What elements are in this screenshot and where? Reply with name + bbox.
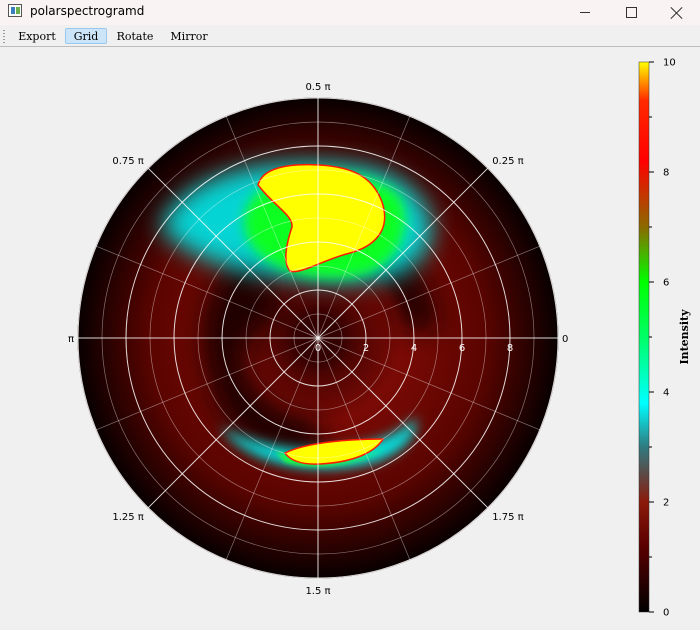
radial-tick-label: 2 <box>363 343 369 354</box>
grid-spoke <box>317 116 411 339</box>
title-bar: polarspectrogramd <box>0 0 700 25</box>
colorbar-tick-label: 10 <box>663 58 676 69</box>
grid-spoke <box>96 337 319 431</box>
radial-tick-label: 0 <box>315 343 321 354</box>
lower-peak <box>283 438 385 465</box>
colorbar: 0 2 4 6 8 10 Intensity <box>638 58 691 619</box>
grid-spoke <box>317 167 489 339</box>
maximize-button[interactable] <box>608 0 654 25</box>
colorbar-tick-label: 6 <box>663 278 669 289</box>
grid-spoke <box>225 116 319 339</box>
colorbar-label: Intensity <box>678 309 691 365</box>
grid-spoke <box>317 245 540 339</box>
radial-tick-label: 8 <box>507 343 513 354</box>
grid-spoke <box>317 337 489 509</box>
colorbar-tick-label: 8 <box>663 168 669 179</box>
angle-label: 1.25 π <box>112 512 143 523</box>
export-button[interactable]: Export <box>18 29 56 43</box>
axis-labels: 0 2 4 6 8 0 0.25 π 0.5 π 0.75 π π 1.25 π 1.5 π 1.75 … <box>68 82 568 597</box>
minimize-button[interactable] <box>562 0 608 25</box>
angle-label: 0.25 π <box>492 156 523 167</box>
toolbar-grip[interactable] <box>3 30 5 43</box>
angle-label: π <box>68 334 74 345</box>
grid-spoke <box>147 167 319 339</box>
colorbar-tick-label: 2 <box>663 498 669 509</box>
window-title: polarspectrogramd <box>30 4 145 18</box>
maximize-icon <box>625 7 637 18</box>
angle-label: 1.75 π <box>492 512 523 523</box>
colorbar-ticks: 0 2 4 6 8 10 <box>649 58 676 619</box>
grid-spoke <box>317 337 540 431</box>
angle-label: 0 <box>562 334 568 345</box>
toolbar: Export Grid Rotate Mirror <box>0 26 700 47</box>
plot-canvas[interactable]: 0 2 4 6 8 0 0.25 π 0.5 π 0.75 π π 1.25 π 1.5 π 1.75 … <box>0 47 700 626</box>
rotate-button[interactable]: Rotate <box>116 29 154 43</box>
colorbar-gradient <box>638 61 650 613</box>
grid-spoke <box>317 337 411 560</box>
upper-peak <box>257 163 386 273</box>
colorbar-tick-label: 0 <box>663 608 669 619</box>
polar-spectrogram: 0 2 4 6 8 0 0.25 π 0.5 π 0.75 π π 1.25 π 1.5 π 1.75 … <box>68 58 691 619</box>
radial-tick-label: 6 <box>459 343 465 354</box>
radial-tick-label: 4 <box>411 343 417 354</box>
grid-spoke <box>225 337 319 560</box>
grid-button[interactable]: Grid <box>65 28 107 44</box>
grid-spoke <box>96 245 319 339</box>
colorbar-tick-label: 4 <box>663 388 669 399</box>
angle-label: 0.75 π <box>112 156 143 167</box>
grid-spoke <box>147 337 319 509</box>
close-button[interactable] <box>654 0 700 25</box>
minimize-icon <box>580 12 590 13</box>
polar-grid <box>77 97 559 579</box>
app-icon <box>8 4 22 17</box>
mirror-button[interactable]: Mirror <box>170 29 208 43</box>
angle-label: 0.5 π <box>305 82 330 93</box>
angle-label: 1.5 π <box>305 586 330 597</box>
close-icon <box>671 7 683 19</box>
